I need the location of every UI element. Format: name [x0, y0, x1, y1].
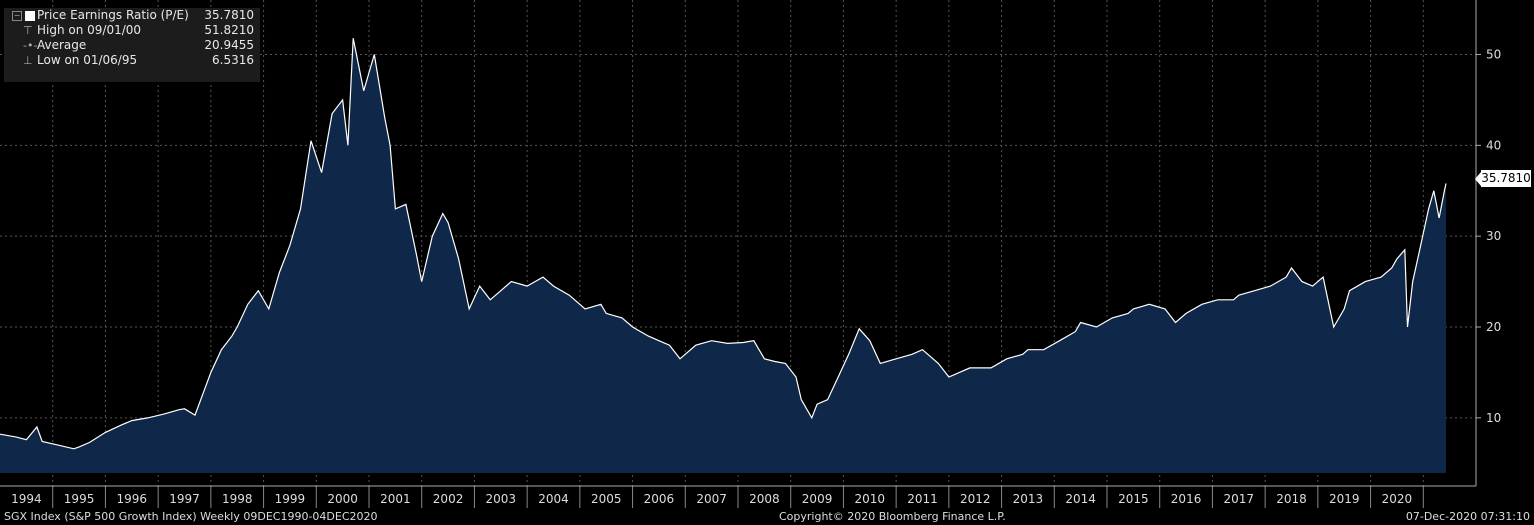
x-tick-label: 2012 — [960, 492, 991, 506]
legend-high-row: ⊤ High on 09/01/00 51.8210 — [4, 23, 260, 38]
x-tick-label: 1998 — [222, 492, 253, 506]
legend-series-row: − Price Earnings Ratio (P/E) 35.7810 — [4, 8, 260, 23]
x-tick-label: 2003 — [486, 492, 517, 506]
y-tick-label: 50 — [1486, 48, 1501, 62]
x-tick-label: 2018 — [1276, 492, 1307, 506]
pe-line — [0, 38, 1447, 450]
x-tick-label: 1995 — [64, 492, 95, 506]
legend-avg-row: -•- Average 20.9455 — [4, 38, 260, 53]
x-tick-label: 2017 — [1224, 492, 1255, 506]
high-marker-icon: ⊤ — [23, 24, 33, 37]
x-tick-label: 2008 — [749, 492, 780, 506]
series-swatch-icon — [25, 11, 35, 21]
x-tick-label: 2002 — [433, 492, 464, 506]
legend-high-label: High on 09/01/00 — [37, 23, 142, 37]
x-tick-label: 2009 — [802, 492, 833, 506]
x-tick-label: 2015 — [1118, 492, 1149, 506]
x-tick-label: 1997 — [169, 492, 200, 506]
x-tick-label: 2007 — [696, 492, 727, 506]
last-value-tag: 35.7810 — [1475, 170, 1531, 187]
legend-avg-value: 20.9455 — [204, 38, 254, 52]
x-tick-label: 2016 — [1171, 492, 1202, 506]
average-marker-icon: -•- — [23, 39, 38, 52]
x-tick-label: 2000 — [327, 492, 358, 506]
legend-low-row: ⊥ Low on 01/06/95 6.5316 — [4, 53, 260, 68]
x-tick-label: 2001 — [380, 492, 411, 506]
legend-avg-label: Average — [37, 38, 87, 52]
x-tick-label: 2010 — [855, 492, 886, 506]
legend-high-value: 51.8210 — [204, 23, 254, 37]
legend-low-value: 6.5316 — [212, 53, 254, 67]
x-tick-label: 2013 — [1013, 492, 1044, 506]
axes — [0, 0, 1481, 508]
x-tick-label: 2011 — [907, 492, 938, 506]
footer-index-info: SGX Index (S&P 500 Growth Index) Weekly … — [4, 510, 378, 523]
x-tick-label: 2020 — [1382, 492, 1413, 506]
pe-area — [0, 38, 1446, 473]
y-tick-label: 40 — [1486, 138, 1501, 152]
x-tick-label: 1996 — [117, 492, 148, 506]
y-tick-label: 30 — [1486, 229, 1501, 243]
footer-timestamp: 07-Dec-2020 07:31:10 — [1405, 510, 1530, 523]
footer-copyright: Copyright© 2020 Bloomberg Finance L.P. — [779, 510, 1006, 523]
x-tick-label: 2006 — [644, 492, 675, 506]
x-tick-label: 2005 — [591, 492, 622, 506]
x-tick-label: 1994 — [11, 492, 42, 506]
legend-low-label: Low on 01/06/95 — [37, 53, 138, 67]
y-tick-labels: 10 20 30 40 50 — [1486, 48, 1501, 425]
legend-series-label: Price Earnings Ratio (P/E) — [37, 8, 189, 22]
legend-box: − Price Earnings Ratio (P/E) 35.7810 ⊤ H… — [4, 8, 260, 82]
low-marker-icon: ⊥ — [23, 54, 33, 67]
y-tick-label: 10 — [1486, 411, 1501, 425]
collapse-icon[interactable]: − — [12, 11, 22, 21]
x-tick-label: 2019 — [1329, 492, 1360, 506]
y-tick-label: 20 — [1486, 320, 1501, 334]
x-tick-label: 2014 — [1065, 492, 1096, 506]
x-tick-label: 1999 — [275, 492, 306, 506]
footer-bar: SGX Index (S&P 500 Growth Index) Weekly … — [0, 509, 1534, 525]
x-tick-label: 2004 — [538, 492, 569, 506]
x-tick-labels: 1994 1995 1996 1997 1998 1999 2000 2001 2002 2003… — [11, 492, 1412, 506]
legend-series-value: 35.7810 — [204, 8, 254, 22]
